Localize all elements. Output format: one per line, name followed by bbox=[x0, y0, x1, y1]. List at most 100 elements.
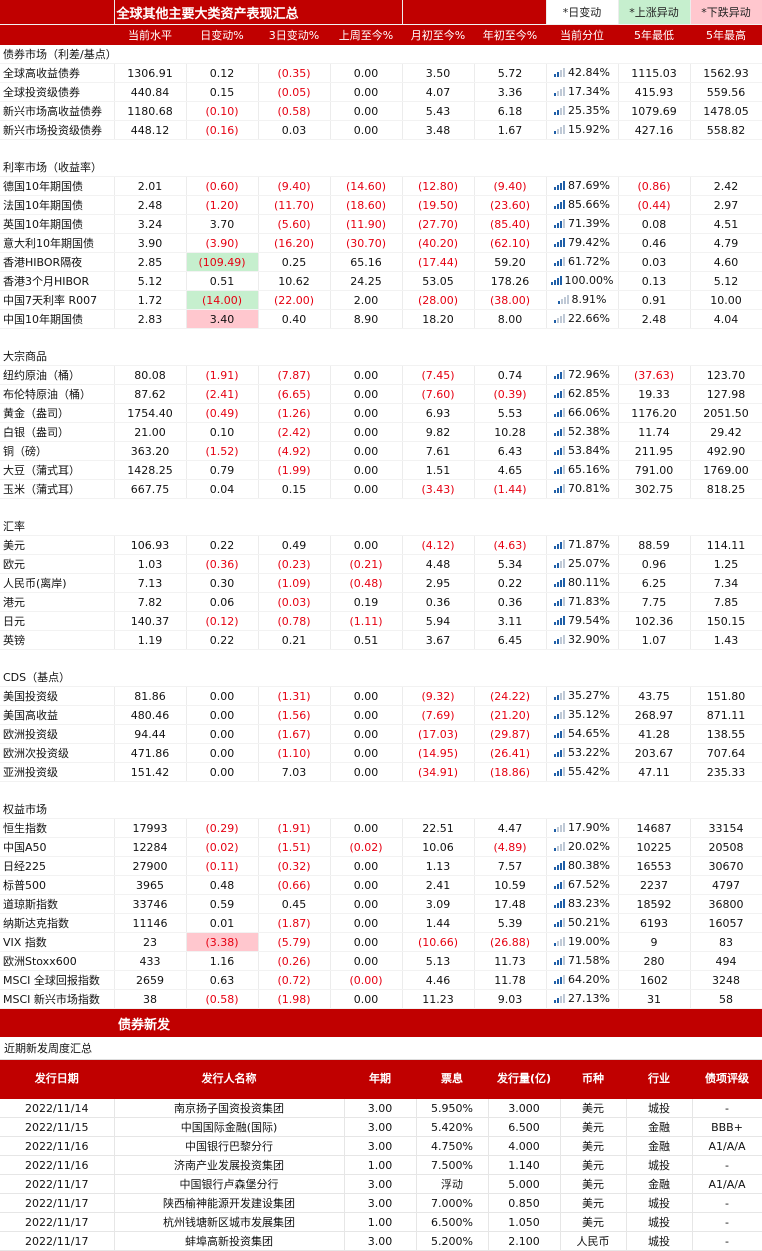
bond-issue-cell: 2022/11/17 bbox=[0, 1212, 115, 1232]
table-row: 法国10年期国债 2.48 (1.20) (11.70) (18.60) (19.50)(… bbox=[0, 195, 762, 215]
percentile-wrap: 35.27% bbox=[554, 689, 610, 702]
value-cell: (7.69) bbox=[402, 705, 475, 725]
percentile-cell: 50.21% bbox=[546, 913, 619, 933]
signal-bars-icon bbox=[554, 370, 566, 379]
spacer-row bbox=[0, 499, 762, 518]
value-cell: 19.33 bbox=[618, 384, 691, 404]
table-row: 美国高收益 480.46 0.00 (1.56) 0.00 (7.69) (21.20) 35… bbox=[0, 705, 762, 725]
value-cell: 8.90 bbox=[330, 309, 403, 329]
value-cell: 16553 bbox=[618, 856, 691, 876]
value-cell: 0.15 bbox=[258, 479, 331, 499]
value-cell: 2.00 bbox=[330, 290, 403, 310]
value-cell: 106.93 bbox=[114, 535, 187, 555]
value-cell: (6.65) bbox=[258, 384, 331, 404]
value-cell: (0.11) bbox=[186, 856, 259, 876]
bond-issue-cell: 中国银行卢森堡分行 bbox=[114, 1174, 345, 1194]
value-cell: 178.26 bbox=[474, 271, 547, 291]
section-header-row: CDS（基点） bbox=[0, 668, 762, 687]
bond-issue-cell: 1.00 bbox=[344, 1155, 417, 1175]
value-cell: (0.29) bbox=[186, 818, 259, 838]
percentile-value: 15.92% bbox=[568, 123, 610, 136]
value-cell: 427.16 bbox=[618, 120, 691, 140]
value-cell: 102.36 bbox=[618, 611, 691, 631]
section-header-row: 大宗商品 bbox=[0, 347, 762, 366]
signal-bars-icon bbox=[554, 710, 566, 719]
signal-bars-icon bbox=[554, 181, 566, 190]
value-cell: (1.51) bbox=[258, 837, 331, 857]
value-cell: 9.03 bbox=[474, 989, 547, 1009]
col-header: 5年最高 bbox=[690, 24, 762, 45]
value-cell: 203.67 bbox=[618, 743, 691, 763]
value-cell: 18592 bbox=[618, 894, 691, 914]
value-cell: (85.40) bbox=[474, 214, 547, 234]
percentile-cell: 42.84% bbox=[546, 63, 619, 83]
row-label: 全球投资级债券 bbox=[0, 82, 115, 102]
value-cell: 11.23 bbox=[402, 989, 475, 1009]
value-cell: 33154 bbox=[690, 818, 762, 838]
value-cell: 0.51 bbox=[330, 630, 403, 650]
table-row: 道琼斯指数 33746 0.59 0.45 0.00 3.09 17.48 83.23% 185… bbox=[0, 894, 762, 914]
percentile-wrap: 62.85% bbox=[554, 387, 610, 400]
percentile-value: 25.07% bbox=[568, 557, 610, 570]
value-cell: 88.59 bbox=[618, 535, 691, 555]
row-label: 亚洲投资级 bbox=[0, 762, 115, 782]
value-cell: (28.00) bbox=[402, 290, 475, 310]
percentile-wrap: 52.38% bbox=[554, 425, 610, 438]
value-cell: (7.87) bbox=[258, 365, 331, 385]
value-cell: (1.67) bbox=[258, 724, 331, 744]
value-cell: 0.00 bbox=[186, 724, 259, 744]
value-cell: (0.16) bbox=[186, 120, 259, 140]
percentile-value: 80.11% bbox=[568, 576, 610, 589]
value-cell: 4.07 bbox=[402, 82, 475, 102]
value-cell: 9.82 bbox=[402, 422, 475, 442]
table-row: 日经225 27900 (0.11) (0.32) 0.00 1.13 7.57 80.38%… bbox=[0, 856, 762, 876]
value-cell: 3.67 bbox=[402, 630, 475, 650]
value-cell: 17993 bbox=[114, 818, 187, 838]
percentile-cell: 70.81% bbox=[546, 479, 619, 499]
value-cell: 0.00 bbox=[330, 989, 403, 1009]
value-cell: 123.70 bbox=[690, 365, 762, 385]
value-cell: 0.21 bbox=[258, 630, 331, 650]
signal-bars-icon bbox=[554, 842, 566, 851]
table-row: 中国7天利率 R007 1.72 (14.00) (22.00) 2.00 (28.00)… bbox=[0, 290, 762, 310]
value-cell: (62.10) bbox=[474, 233, 547, 253]
percentile-wrap: 53.22% bbox=[554, 746, 610, 759]
value-cell: 1428.25 bbox=[114, 460, 187, 480]
value-cell: (1.52) bbox=[186, 441, 259, 461]
value-cell: (1.56) bbox=[258, 705, 331, 725]
bond-issue-cell: A1/A/A bbox=[692, 1174, 762, 1194]
value-cell: 0.00 bbox=[330, 460, 403, 480]
value-cell: (1.10) bbox=[258, 743, 331, 763]
value-cell: (21.20) bbox=[474, 705, 547, 725]
col-header: 上周至今% bbox=[330, 24, 403, 45]
value-cell: (2.42) bbox=[258, 422, 331, 442]
value-cell: 1.72 bbox=[114, 290, 187, 310]
bond-issue-cell: 2022/11/17 bbox=[0, 1231, 115, 1251]
value-cell: (37.63) bbox=[618, 365, 691, 385]
value-cell: 0.10 bbox=[186, 422, 259, 442]
bond-issue-cell: 0.850 bbox=[488, 1193, 561, 1213]
value-cell: 0.00 bbox=[330, 705, 403, 725]
row-label: 香港HIBOR隔夜 bbox=[0, 252, 115, 272]
spacer-row bbox=[0, 650, 762, 669]
value-cell: 4.51 bbox=[690, 214, 762, 234]
value-cell: (0.02) bbox=[330, 837, 403, 857]
table-row: VIX 指数 23 (3.38) (5.79) 0.00 (10.66) (26.88) 19… bbox=[0, 932, 762, 952]
percentile-wrap: 25.07% bbox=[554, 557, 610, 570]
percentile-value: 71.87% bbox=[568, 538, 610, 551]
row-label: 标普500 bbox=[0, 875, 115, 895]
table-row: 欧洲Stoxx600 433 1.16 (0.26) 0.00 5.13 11.73 71.5… bbox=[0, 951, 762, 971]
value-cell: (26.41) bbox=[474, 743, 547, 763]
value-cell: 0.12 bbox=[186, 63, 259, 83]
value-cell: (7.45) bbox=[402, 365, 475, 385]
table-row: 美国投资级 81.86 0.00 (1.31) 0.00 (9.32) (24.22) 35.… bbox=[0, 686, 762, 706]
row-label: 白银（盎司） bbox=[0, 422, 115, 442]
value-cell: 1.03 bbox=[114, 554, 187, 574]
bond-issue-cell: 中国国际金融(国际) bbox=[114, 1117, 345, 1137]
value-cell: 6.45 bbox=[474, 630, 547, 650]
value-cell: 3965 bbox=[114, 875, 187, 895]
value-cell: 0.00 bbox=[330, 743, 403, 763]
bond-issue-cell: 2.100 bbox=[488, 1231, 561, 1251]
value-cell: 29.42 bbox=[690, 422, 762, 442]
value-cell: 7.03 bbox=[258, 762, 331, 782]
